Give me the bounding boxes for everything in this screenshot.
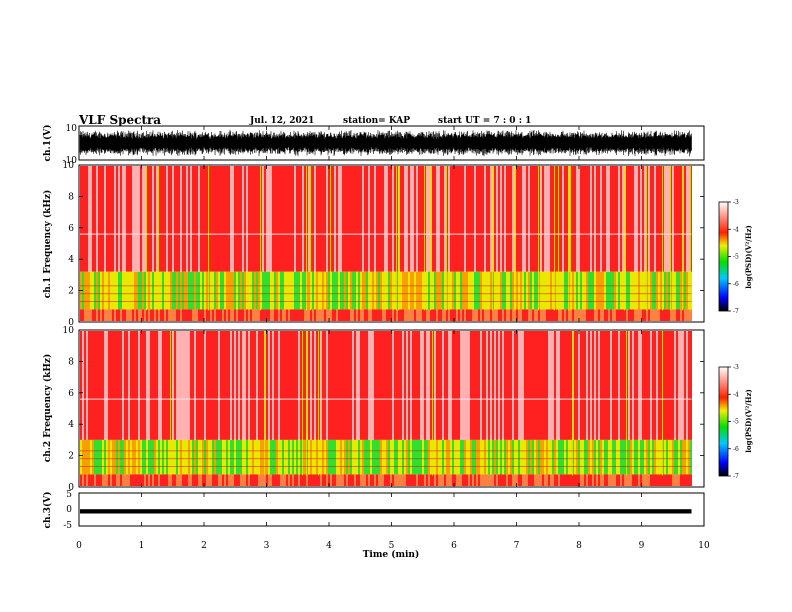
spec-ytick-label: 10 [63, 326, 75, 336]
spec-ytick-label: 8 [68, 192, 74, 202]
colorbar-tick-label: -4 [733, 391, 739, 398]
x-tick-label: 5 [389, 541, 395, 551]
ch1-ytick-bottom: -10 [63, 156, 78, 166]
ch1-waveform-ylabel: ch.1(V) [42, 125, 53, 162]
colorbar-ch2: -3 -4 -5 -6 -7 log(PSD)(V²/Hz) [718, 364, 753, 480]
station-label: station= KAP [343, 116, 411, 126]
x-tick-label: 0 [76, 541, 82, 551]
ch1-spec-yticks: 0 2 4 6 8 10 [63, 161, 704, 328]
colorbar-tick-label: -3 [733, 364, 739, 371]
colorbar-tick-label: -4 [733, 226, 739, 233]
colorbar-ch1-label: log(PSD)(V²/Hz) [744, 225, 753, 289]
ch3-waveform-band [80, 509, 692, 514]
panel-ch1-spectrogram: 0 2 4 6 8 10 ch.1 Frequency (kHz) [42, 161, 705, 328]
spec-ytick-label: 10 [63, 161, 75, 171]
colorbar-tick-label: -6 [733, 446, 739, 453]
colorbar-tick-label: -3 [733, 199, 739, 206]
colorbar-tick-label: -7 [733, 473, 739, 480]
spec-ytick-label: 2 [68, 452, 74, 462]
x-tick-label: 7 [514, 541, 520, 551]
colorbar-tick-label: -6 [733, 281, 739, 288]
x-tick-label: 3 [264, 541, 270, 551]
spec-ytick-label: 0 [68, 483, 74, 493]
colorbar-ch1: -3 -4 -5 -6 -7 log(PSD)(V²/Hz) [718, 199, 753, 315]
panel-ch1-waveform: 10 -10 ch.1(V) [42, 124, 705, 166]
x-tick-label: 4 [326, 541, 332, 551]
ch3-ytick-5: 5 [66, 490, 72, 500]
date-label: Jul. 12, 2021 [250, 116, 315, 126]
spec-ytick-label: 0 [68, 318, 74, 328]
spec-ytick-label: 8 [68, 357, 74, 367]
ch1-ytick-top: 10 [66, 124, 78, 134]
x-tick-label: 1 [139, 541, 145, 551]
x-tick-label: 6 [451, 541, 457, 551]
ch3-ytick-0: 0 [66, 505, 72, 515]
x-tick-label: 10 [698, 541, 710, 551]
start-time-label: start UT = 7 : 0 : 1 [438, 116, 532, 126]
spec-ytick-label: 6 [68, 389, 74, 399]
x-axis-label: Time (min) [363, 549, 420, 560]
colorbar-ch2-ticks: -3 -4 -5 -6 -7 [728, 364, 739, 480]
page-title: VLF Spectra [79, 113, 162, 127]
ch1-spectrogram-image [80, 166, 692, 321]
spec-ytick-label: 4 [68, 255, 74, 265]
panel-ch3-waveform: 5 0 -5 ch.3(V) [42, 490, 705, 531]
ch1-waveform-line [79, 129, 692, 157]
ch2-spec-ylabel: ch.2 Frequency (kHz) [42, 354, 53, 463]
panel-ch2-spectrogram: 0 2 4 6 8 10 ch.2 Frequency (kHz) [42, 326, 705, 493]
colorbar-tick-label: -5 [733, 254, 739, 261]
ch3-waveform-ylabel: ch.3(V) [42, 492, 53, 529]
x-axis: 0 1 2 3 4 5 6 7 8 9 10 [76, 126, 710, 551]
ch1-waveform-series [79, 129, 692, 157]
colorbar-ch1-ticks: -3 -4 -5 -6 -7 [728, 199, 739, 315]
spec-ytick-label: 2 [68, 287, 74, 297]
ch1-spec-ylabel: ch.1 Frequency (kHz) [42, 190, 53, 299]
ch2-spectrogram-image [80, 331, 692, 486]
colorbar-ch2-label: log(PSD)(V²/Hz) [744, 389, 753, 453]
x-tick-label: 8 [576, 541, 582, 551]
colorbar-tick-label: -7 [733, 308, 739, 315]
spec-ytick-label: 4 [68, 420, 74, 430]
x-tick-label: 9 [639, 541, 645, 551]
colorbar-tick-label: -5 [733, 419, 739, 426]
ch2-spec-yticks: 0 2 4 6 8 10 [63, 326, 704, 493]
ch3-ytick-minus5: -5 [63, 521, 72, 531]
spec-ytick-label: 6 [68, 224, 74, 234]
x-tick-label: 2 [201, 541, 207, 551]
ch3-waveform-series [80, 509, 692, 514]
